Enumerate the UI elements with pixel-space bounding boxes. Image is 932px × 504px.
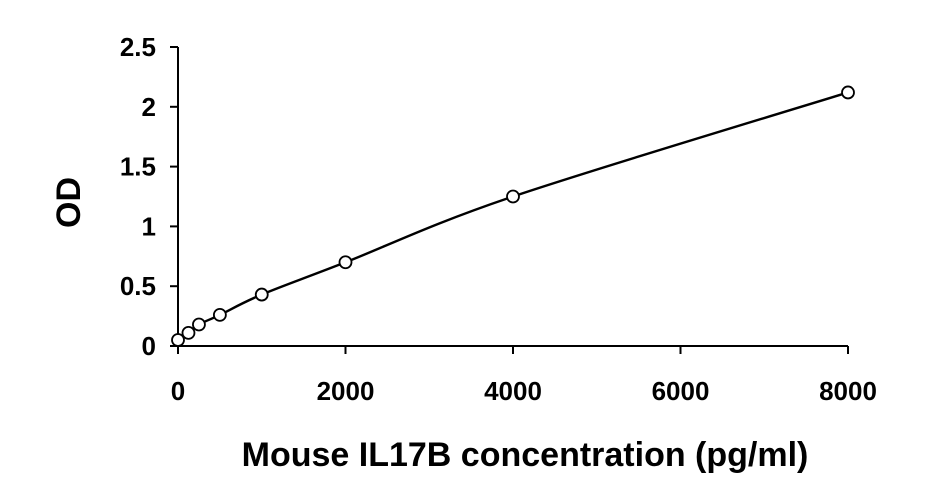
data-point xyxy=(254,287,269,302)
y-tick-label: 1 xyxy=(142,211,156,241)
data-point xyxy=(338,255,353,270)
x-axis-title: Mouse IL17B concentration (pg/ml) xyxy=(242,436,809,474)
y-tick-label: 0.5 xyxy=(120,271,156,301)
data-point xyxy=(181,325,196,340)
y-tick-label: 2 xyxy=(142,92,156,122)
x-tick-label: 8000 xyxy=(819,376,877,406)
data-point xyxy=(506,189,520,204)
data-points xyxy=(171,85,855,347)
data-point xyxy=(192,317,206,332)
data-point xyxy=(212,308,227,322)
x-tick-label: 4000 xyxy=(484,376,542,406)
data-point xyxy=(171,333,185,347)
data-point xyxy=(841,85,855,100)
y-tick-label: 0 xyxy=(142,331,156,361)
y-axis-ticks: 0 0.5 1 1.5 2 2.5 xyxy=(120,32,178,361)
fit-curve xyxy=(177,91,849,342)
y-tick-label: 1.5 xyxy=(120,152,156,182)
y-tick-label: 2.5 xyxy=(120,32,156,62)
x-tick-label: 2000 xyxy=(317,376,375,406)
x-axis-ticks: 0 2000 4000 6000 8000 xyxy=(171,346,877,406)
y-axis-title: OD xyxy=(50,177,88,228)
x-tick-label: 0 xyxy=(171,376,185,406)
x-tick-label: 6000 xyxy=(652,376,710,406)
